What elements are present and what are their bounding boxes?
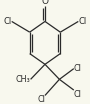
Text: Cl: Cl [74,90,82,99]
Text: Cl: Cl [37,95,45,104]
Text: O: O [41,0,49,6]
Text: CH₃: CH₃ [16,75,31,84]
Text: Cl: Cl [78,17,87,26]
Text: Cl: Cl [3,17,12,26]
Text: Cl: Cl [74,64,82,73]
